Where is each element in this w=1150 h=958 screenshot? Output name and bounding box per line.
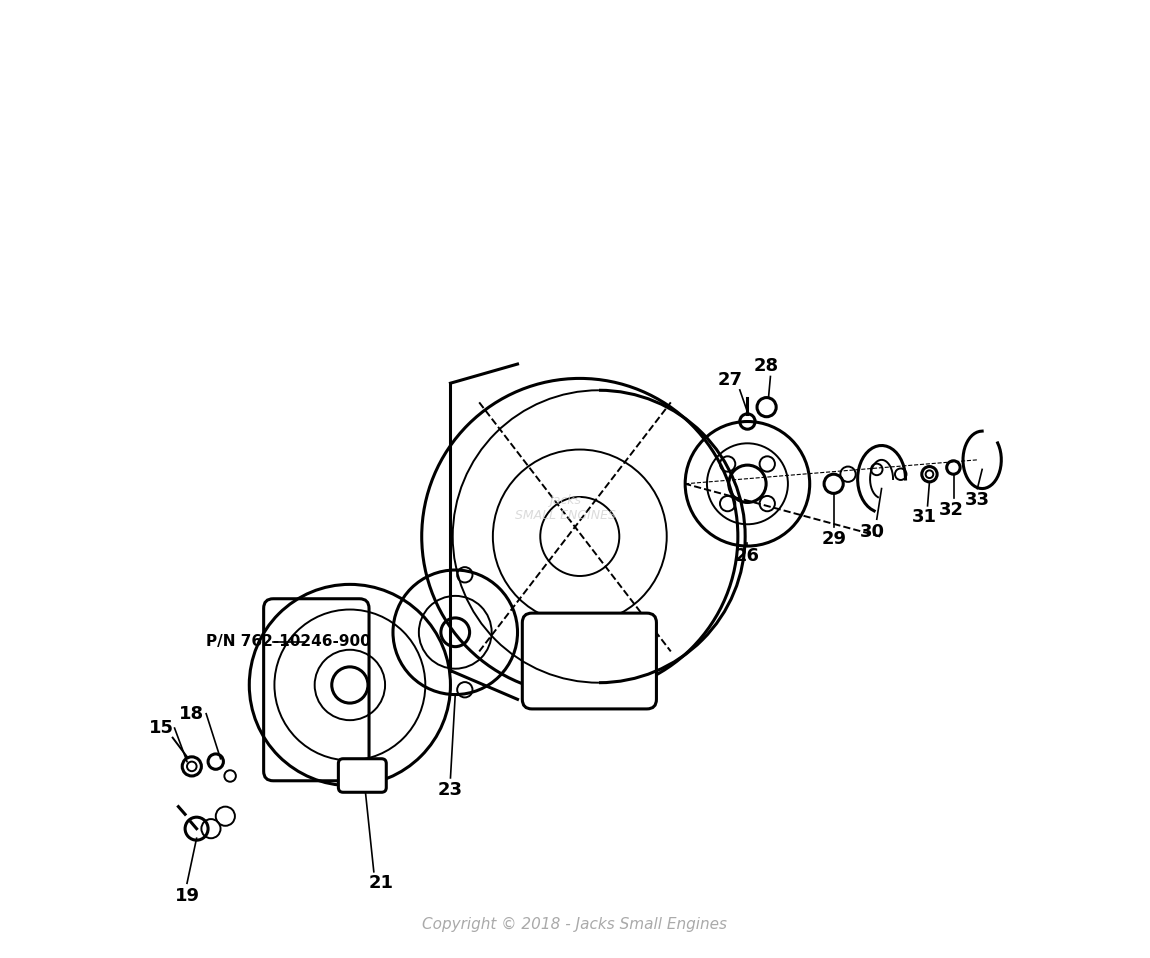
Text: 26: 26 [735,547,760,564]
Text: 19: 19 [175,887,199,904]
Text: 29: 29 [821,531,846,548]
Text: 23: 23 [438,782,463,799]
Text: P/N 762-10246-900: P/N 762-10246-900 [206,634,371,650]
Text: 18: 18 [179,705,205,722]
Text: Copyright © 2018 - Jacks Small Engines: Copyright © 2018 - Jacks Small Engines [422,917,728,932]
Text: 33: 33 [965,491,990,509]
Text: 31: 31 [912,509,937,526]
Text: 27: 27 [718,372,743,389]
FancyBboxPatch shape [338,759,386,792]
Text: 28: 28 [754,357,780,375]
Text: 15: 15 [148,719,174,737]
Text: Jacks
SMALL ENGINES: Jacks SMALL ENGINES [515,493,616,522]
FancyBboxPatch shape [263,599,369,781]
Text: 30: 30 [859,523,884,540]
Text: 21: 21 [369,875,394,892]
FancyBboxPatch shape [522,613,657,709]
Text: 32: 32 [940,501,964,518]
